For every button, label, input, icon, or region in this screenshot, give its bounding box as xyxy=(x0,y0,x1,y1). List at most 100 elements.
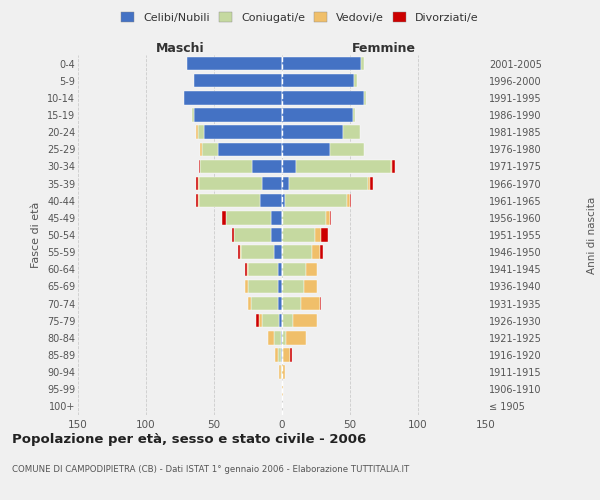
Bar xyxy=(202,142,218,156)
Bar xyxy=(279,314,282,328)
Bar xyxy=(282,314,293,328)
Bar xyxy=(278,262,282,276)
Bar xyxy=(282,228,314,241)
Bar xyxy=(282,108,353,122)
Bar xyxy=(282,297,301,310)
Bar xyxy=(282,348,283,362)
Bar xyxy=(251,297,278,310)
Bar xyxy=(226,211,271,224)
Bar xyxy=(282,366,285,379)
Bar xyxy=(262,314,279,328)
Bar xyxy=(282,382,283,396)
Bar xyxy=(285,194,347,207)
Bar xyxy=(240,246,241,259)
Bar xyxy=(278,280,282,293)
Bar xyxy=(248,262,278,276)
Bar xyxy=(278,348,281,362)
Bar xyxy=(232,228,235,241)
Bar xyxy=(368,177,370,190)
Bar xyxy=(329,211,331,224)
Bar xyxy=(262,177,282,190)
Bar xyxy=(274,331,281,344)
Bar xyxy=(199,194,260,207)
Bar xyxy=(314,228,322,241)
Bar xyxy=(320,297,322,310)
Bar xyxy=(391,160,392,173)
Bar xyxy=(200,142,202,156)
Bar xyxy=(282,211,326,224)
Bar xyxy=(282,142,329,156)
Bar xyxy=(283,348,290,362)
Bar xyxy=(282,280,304,293)
Legend: Celibi/Nubili, Coniugati/e, Vedovi/e, Divorziati/e: Celibi/Nubili, Coniugati/e, Vedovi/e, Di… xyxy=(117,8,483,28)
Bar xyxy=(282,262,307,276)
Bar xyxy=(343,126,359,139)
Bar xyxy=(282,246,312,259)
Bar xyxy=(329,142,364,156)
Bar xyxy=(235,228,271,241)
Bar xyxy=(392,160,395,173)
Bar xyxy=(364,91,367,104)
Bar xyxy=(194,74,282,88)
Bar xyxy=(197,126,205,139)
Bar xyxy=(289,177,368,190)
Bar xyxy=(326,211,329,224)
Bar xyxy=(282,160,296,173)
Bar xyxy=(197,194,199,207)
Bar xyxy=(282,126,343,139)
Bar xyxy=(247,262,248,276)
Bar xyxy=(271,228,282,241)
Bar xyxy=(312,246,320,259)
Bar xyxy=(205,126,282,139)
Bar xyxy=(187,57,282,70)
Bar xyxy=(347,194,350,207)
Bar xyxy=(196,177,197,190)
Bar xyxy=(260,194,282,207)
Bar xyxy=(245,280,248,293)
Bar xyxy=(279,366,281,379)
Bar xyxy=(218,142,282,156)
Y-axis label: Fasce di età: Fasce di età xyxy=(31,202,41,268)
Bar xyxy=(286,331,307,344)
Bar xyxy=(353,108,355,122)
Bar xyxy=(275,348,278,362)
Bar xyxy=(192,108,194,122)
Bar xyxy=(281,366,282,379)
Bar xyxy=(196,194,197,207)
Bar xyxy=(222,211,226,224)
Bar xyxy=(304,280,317,293)
Bar xyxy=(268,331,274,344)
Bar xyxy=(296,160,391,173)
Bar xyxy=(194,108,282,122)
Text: Popolazione per età, sesso e stato civile - 2006: Popolazione per età, sesso e stato civil… xyxy=(12,432,366,446)
Text: Femmine: Femmine xyxy=(352,42,416,55)
Bar xyxy=(282,177,289,190)
Bar xyxy=(282,331,286,344)
Bar xyxy=(271,211,282,224)
Bar xyxy=(354,74,357,88)
Bar xyxy=(256,314,259,328)
Bar xyxy=(301,297,320,310)
Bar xyxy=(252,160,282,173)
Bar xyxy=(350,194,352,207)
Bar xyxy=(184,91,282,104)
Bar xyxy=(281,348,282,362)
Bar xyxy=(361,57,364,70)
Bar xyxy=(248,280,278,293)
Bar xyxy=(281,331,282,344)
Bar xyxy=(282,91,364,104)
Bar xyxy=(245,262,247,276)
Bar xyxy=(370,177,373,190)
Bar xyxy=(282,194,285,207)
Bar xyxy=(196,126,197,139)
Bar xyxy=(278,297,282,310)
Text: Anni di nascita: Anni di nascita xyxy=(587,196,597,274)
Bar xyxy=(199,160,200,173)
Text: COMUNE DI CAMPODIPIETRA (CB) - Dati ISTAT 1° gennaio 2006 - Elaborazione TUTTITA: COMUNE DI CAMPODIPIETRA (CB) - Dati ISTA… xyxy=(12,466,409,474)
Bar xyxy=(241,246,274,259)
Bar xyxy=(274,246,282,259)
Bar xyxy=(197,177,199,190)
Bar xyxy=(322,228,328,241)
Bar xyxy=(290,348,292,362)
Text: Maschi: Maschi xyxy=(155,42,205,55)
